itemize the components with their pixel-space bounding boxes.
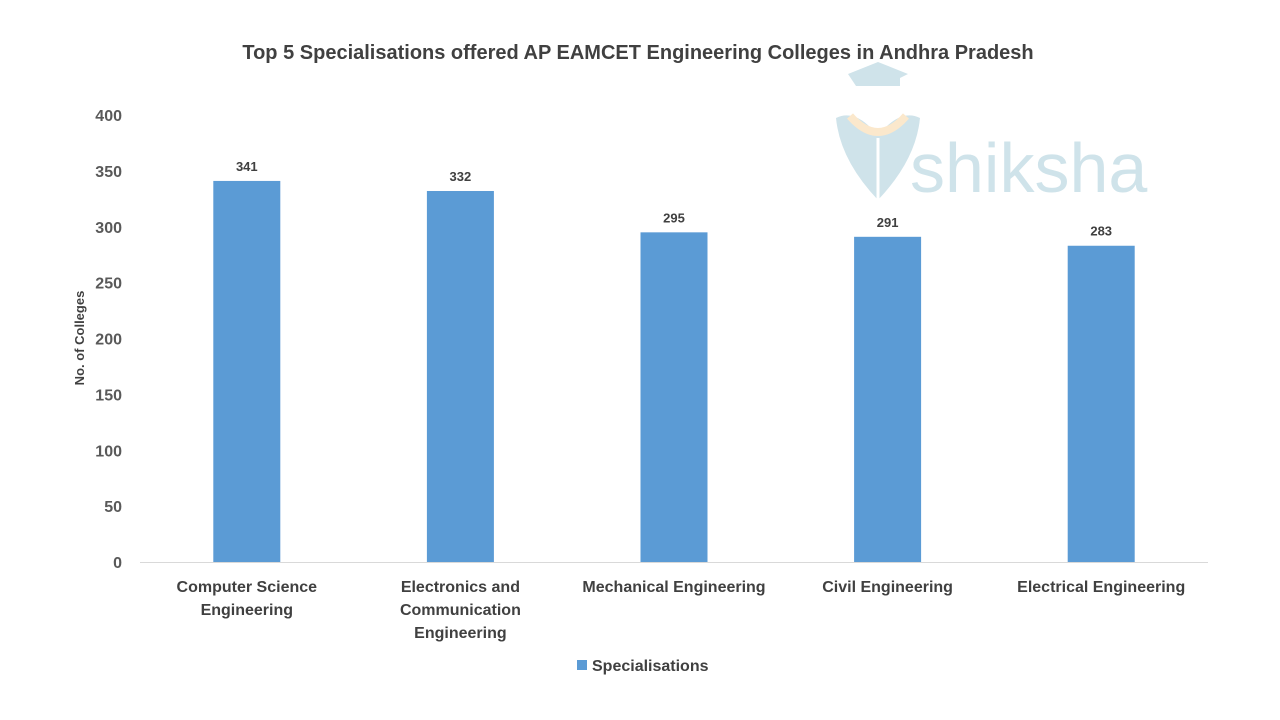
y-tick-label: 350 bbox=[95, 164, 122, 181]
shiksha-watermark-text: shiksha bbox=[910, 129, 1147, 207]
data-label: 341 bbox=[236, 159, 258, 174]
x-tick-label: Communication bbox=[400, 602, 521, 619]
x-tick-label: Engineering bbox=[201, 602, 293, 619]
bar bbox=[854, 236, 922, 562]
legend-label: Specialisations bbox=[592, 658, 709, 675]
y-axis-label: No. of Colleges bbox=[72, 291, 87, 386]
legend-swatch bbox=[577, 660, 587, 670]
bar bbox=[213, 180, 281, 562]
y-tick-label: 400 bbox=[95, 108, 122, 125]
data-label: 295 bbox=[663, 210, 685, 225]
x-tick-label: Mechanical Engineering bbox=[582, 579, 765, 596]
y-tick-label: 200 bbox=[95, 332, 122, 349]
chart-title: Top 5 Specialisations offered AP EAMCET … bbox=[242, 42, 1033, 64]
x-tick-label: Computer Science bbox=[177, 579, 318, 596]
shiksha-watermark: shiksha bbox=[836, 62, 1147, 207]
y-tick-label: 150 bbox=[95, 387, 122, 404]
y-tick-label: 50 bbox=[104, 499, 122, 516]
data-label: 291 bbox=[877, 215, 899, 230]
data-label: 332 bbox=[450, 169, 472, 184]
bar bbox=[640, 232, 708, 562]
y-tick-label: 250 bbox=[95, 276, 122, 293]
x-tick-label: Electrical Engineering bbox=[1017, 579, 1185, 596]
bar bbox=[426, 190, 494, 563]
x-tick-label: Engineering bbox=[414, 625, 506, 642]
x-tick-label: Civil Engineering bbox=[822, 579, 953, 596]
data-label: 283 bbox=[1090, 224, 1112, 239]
x-tick-label: Electronics and bbox=[401, 579, 520, 596]
y-tick-label: 0 bbox=[113, 555, 122, 572]
y-tick-label: 300 bbox=[95, 220, 122, 237]
y-tick-label: 100 bbox=[95, 443, 122, 460]
bar bbox=[1067, 245, 1135, 562]
